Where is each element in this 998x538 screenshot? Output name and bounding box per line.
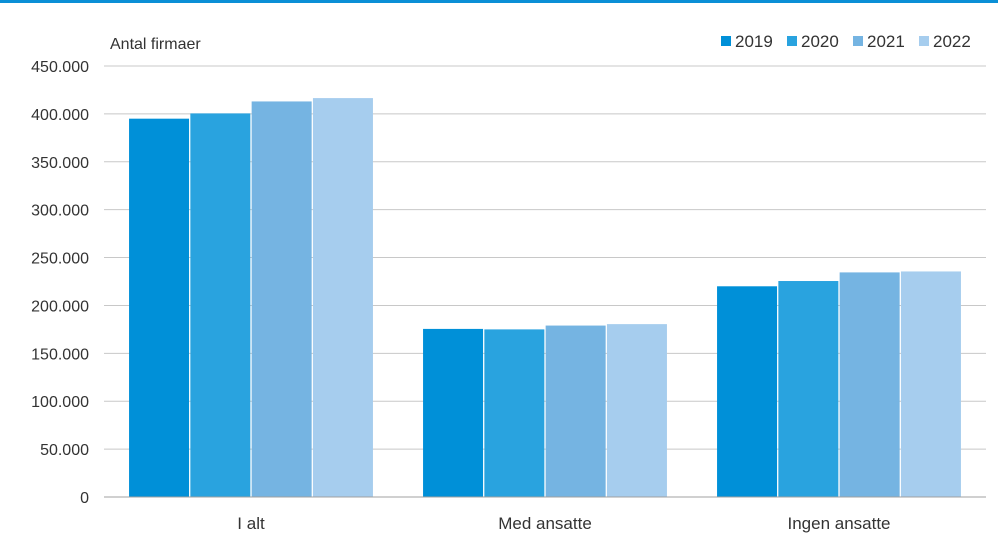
bar-2021-0 [251,101,312,497]
y-tick-label: 0 [80,490,89,507]
bar-2020-0 [190,113,251,497]
legend-label: 2019 [735,32,773,51]
legend-swatch-2022 [919,36,929,46]
y-tick-label: 450.000 [31,59,89,76]
x-category-label: Med ansatte [498,514,592,533]
bar-2022-2 [900,271,961,497]
bar-2019-2 [717,286,778,497]
bar-2020-2 [778,281,839,497]
top-accent-rule [0,0,998,3]
y-tick-label: 250.000 [31,251,89,268]
bar-2021-2 [839,272,900,497]
legend-swatch-2020 [787,36,797,46]
y-tick-label: 100.000 [31,394,89,411]
bar-2019-0 [129,118,190,497]
y-tick-label: 200.000 [31,298,89,315]
y-tick-label: 150.000 [31,346,89,363]
y-tick-label: 350.000 [31,155,89,172]
bar-2019-1 [423,328,484,497]
x-category-label: I alt [237,514,265,533]
y-axis-unit-label: Antal firmaer [110,36,201,53]
y-tick-label: 50.000 [40,442,89,459]
legend-swatch-2019 [721,36,731,46]
bar-2020-1 [484,329,545,497]
legend-label: 2020 [801,32,839,51]
bar-2021-1 [545,325,606,497]
bar-2022-0 [312,98,373,497]
y-tick-label: 400.000 [31,107,89,124]
x-category-label: Ingen ansatte [787,514,890,533]
legend-swatch-2021 [853,36,863,46]
legend-label: 2022 [933,32,971,51]
legend-label: 2021 [867,32,905,51]
y-tick-label: 300.000 [31,203,89,220]
bar-2022-1 [606,324,667,497]
